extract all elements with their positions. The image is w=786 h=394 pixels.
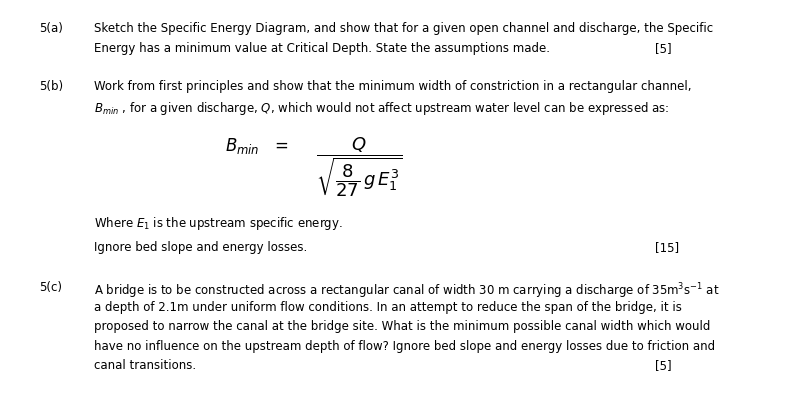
Text: Sketch the Specific Energy Diagram, and show that for a given open channel and d: Sketch the Specific Energy Diagram, and … [94, 22, 713, 35]
Text: $\mathit{B}_{min}$ , for a given discharge, $\mathit{Q}$, which would not affect: $\mathit{B}_{min}$ , for a given dischar… [94, 100, 669, 117]
Text: 5(a): 5(a) [39, 22, 63, 35]
Text: a depth of 2.1m under uniform flow conditions. In an attempt to reduce the span : a depth of 2.1m under uniform flow condi… [94, 301, 681, 314]
Text: $\dfrac{\mathit{Q}}{\sqrt{\dfrac{8}{27}\,g\,\mathit{E}_1^3}}$: $\dfrac{\mathit{Q}}{\sqrt{\dfrac{8}{27}\… [316, 136, 403, 199]
Text: [5]: [5] [656, 42, 672, 55]
Text: Energy has a minimum value at Critical Depth. State the assumptions made.: Energy has a minimum value at Critical D… [94, 42, 550, 55]
Text: canal transitions.: canal transitions. [94, 359, 196, 372]
Text: 5(b): 5(b) [39, 80, 63, 93]
Text: Ignore bed slope and energy losses.: Ignore bed slope and energy losses. [94, 241, 307, 254]
Text: proposed to narrow the canal at the bridge site. What is the minimum possible ca: proposed to narrow the canal at the brid… [94, 320, 711, 333]
Text: [15]: [15] [656, 241, 679, 254]
Text: [5]: [5] [656, 359, 672, 372]
Text: $\mathit{B}_{min}$   =: $\mathit{B}_{min}$ = [225, 136, 289, 156]
Text: Where $\mathit{E}_1$ is the upstream specific energy.: Where $\mathit{E}_1$ is the upstream spe… [94, 215, 343, 232]
Text: have no influence on the upstream depth of flow? Ignore bed slope and energy los: have no influence on the upstream depth … [94, 340, 715, 353]
Text: 5(c): 5(c) [39, 281, 62, 294]
Text: A bridge is to be constructed across a rectangular canal of width 30 m carrying : A bridge is to be constructed across a r… [94, 281, 719, 301]
Text: Work from first principles and show that the minimum width of constriction in a : Work from first principles and show that… [94, 80, 692, 93]
